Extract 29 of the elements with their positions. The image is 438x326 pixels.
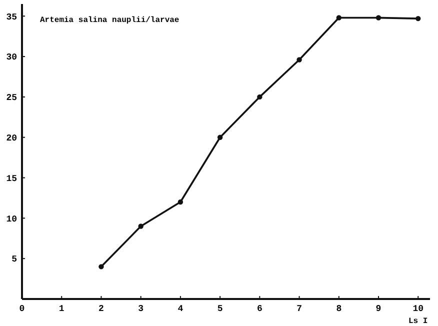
y-tick-label: 5: [12, 254, 17, 265]
y-tick-label: 30: [6, 52, 17, 63]
y-tick-label: 20: [6, 134, 17, 144]
point: [376, 15, 382, 20]
x-axis-title: Ls I: [408, 317, 428, 326]
x-tick-label: 9: [376, 304, 382, 314]
y-tick-label: 35: [6, 12, 17, 22]
x-tick-label: 1: [58, 304, 65, 314]
point: [416, 16, 421, 22]
y-tick-label: 10: [6, 214, 17, 224]
x-tick-label: 7: [296, 304, 302, 314]
x-tick-label: 6: [256, 304, 262, 314]
point: [257, 94, 262, 100]
x-tick-label: 8: [336, 304, 342, 314]
text: Artemia salina nauplii/larvae: [40, 16, 180, 25]
point: [178, 199, 184, 205]
x-tick-label: 10: [412, 304, 424, 314]
x-tick-label: 4: [178, 304, 184, 314]
point: [98, 264, 104, 270]
point: [336, 15, 342, 20]
x-tick-label: 0: [19, 304, 25, 314]
x-tick-label: 2: [98, 304, 104, 314]
point: [217, 134, 223, 140]
y-tick-label: 25: [6, 93, 17, 104]
y-tick-label: 15: [6, 174, 17, 184]
point: [296, 57, 302, 62]
point: [138, 224, 144, 229]
x-tick-label: 5: [217, 304, 223, 314]
x-tick-label: 3: [138, 304, 144, 314]
